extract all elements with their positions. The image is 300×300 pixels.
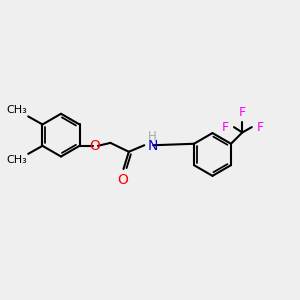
Text: CH₃: CH₃ <box>6 105 27 115</box>
Text: N: N <box>147 140 158 153</box>
Text: F: F <box>222 121 229 134</box>
Text: F: F <box>239 106 246 119</box>
Text: O: O <box>89 139 100 153</box>
Text: O: O <box>118 173 128 187</box>
Text: F: F <box>256 121 264 134</box>
Text: CH₃: CH₃ <box>6 155 27 165</box>
Text: H: H <box>148 130 157 143</box>
